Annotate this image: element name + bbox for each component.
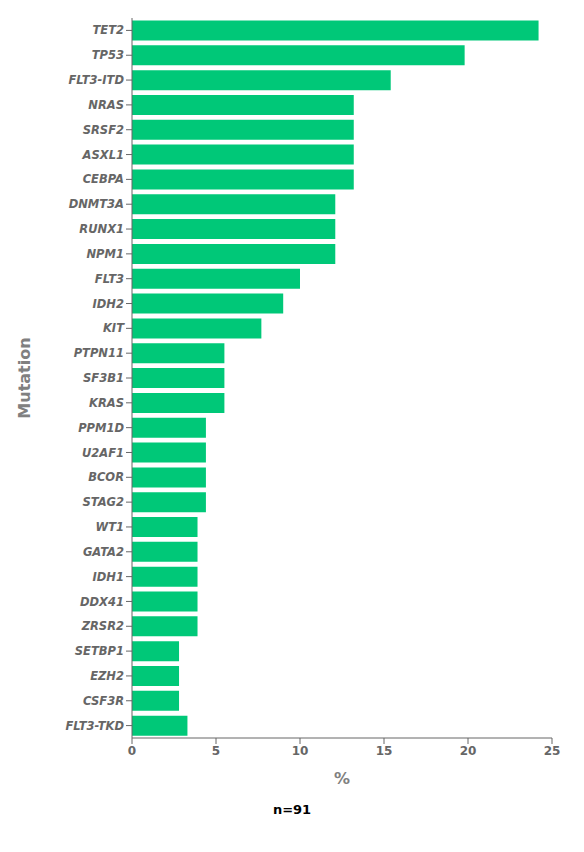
- html-text:n=91: n=91: [272, 802, 312, 817]
- svg-text:ZRSR2: ZRSR2: [81, 619, 124, 633]
- svg-text:DDX41: DDX41: [80, 595, 124, 609]
- svg-text:PTPN11: PTPN11: [74, 346, 124, 360]
- svg-text:DNMT3A: DNMT3A: [69, 197, 124, 211]
- svg-text:STAG2: STAG2: [82, 495, 124, 509]
- svg-text:SETBP1: SETBP1: [75, 644, 124, 658]
- svg-text:FLT3-TKD: FLT3-TKD: [65, 719, 124, 733]
- svg-text:TET2: TET2: [92, 23, 124, 37]
- svg-text:PPM1D: PPM1D: [78, 421, 124, 435]
- svg-text:0: 0: [128, 744, 136, 758]
- svg-text:IDH2: IDH2: [93, 297, 124, 311]
- svg-text:20: 20: [460, 744, 477, 758]
- svg-text:KIT: KIT: [103, 321, 125, 335]
- svg-text:EZH2: EZH2: [90, 669, 124, 683]
- svg-text:TP53: TP53: [92, 48, 124, 62]
- svg-text:Mutation: Mutation: [15, 337, 34, 418]
- svg-text:10: 10: [292, 744, 309, 758]
- svg-text:25: 25: [544, 744, 561, 758]
- svg-text:FLT3: FLT3: [95, 272, 124, 286]
- svg-text:CSF3R: CSF3R: [83, 694, 124, 708]
- svg-text:NRAS: NRAS: [88, 98, 124, 112]
- svg-text:SF3B1: SF3B1: [83, 371, 124, 385]
- svg-text:WT1: WT1: [95, 520, 124, 534]
- svg-text:NPM1: NPM1: [87, 247, 125, 261]
- svg-text:SRSF2: SRSF2: [83, 123, 124, 137]
- svg-text:BCOR: BCOR: [88, 470, 124, 484]
- svg-text:FLT3-ITD: FLT3-ITD: [68, 73, 124, 87]
- svg-text:5: 5: [212, 744, 220, 758]
- svg-text:KRAS: KRAS: [89, 396, 124, 410]
- svg-text:15: 15: [376, 744, 393, 758]
- svg-text:ASXL1: ASXL1: [82, 148, 124, 162]
- svg-text:CEBPA: CEBPA: [83, 172, 124, 186]
- svg-text:GATA2: GATA2: [83, 545, 124, 559]
- svg-text:RUNX1: RUNX1: [79, 222, 124, 236]
- svg-text:%: %: [334, 769, 350, 788]
- svg-text:U2AF1: U2AF1: [82, 446, 124, 460]
- svg-text:IDH1: IDH1: [93, 570, 124, 584]
